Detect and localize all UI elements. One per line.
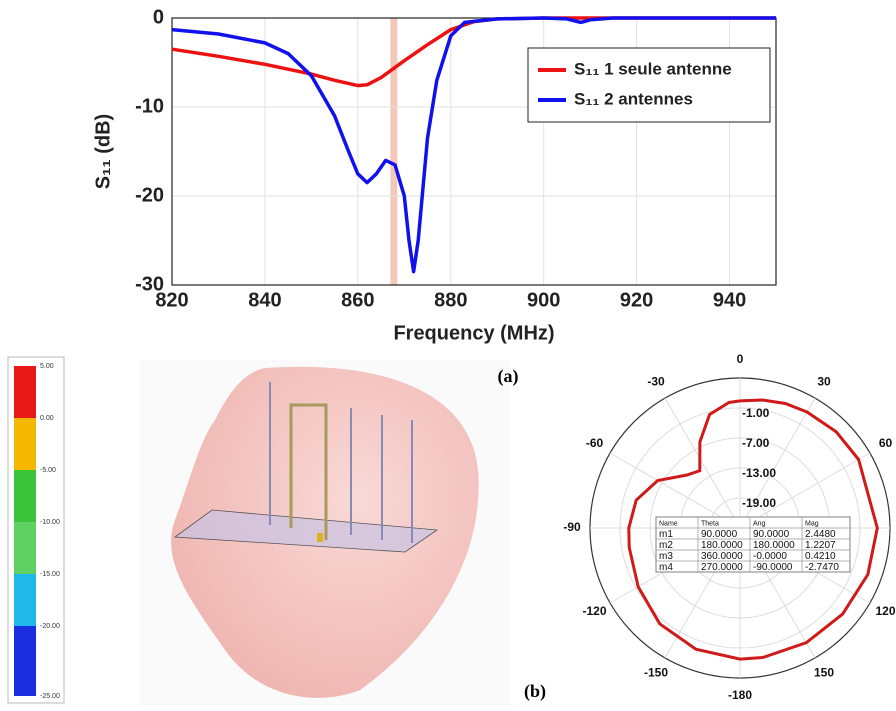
spoke [609, 452, 741, 529]
table-cell-text: m3 [659, 551, 673, 562]
y-tick-label: 0 [153, 6, 164, 28]
theta-tick-label: -150 [644, 666, 668, 680]
legend-box [527, 47, 771, 123]
y-tick-label: -30 [135, 273, 164, 295]
grid-circle [619, 407, 861, 649]
table-cell-text: -0.0000 [753, 551, 787, 562]
legend-label: S₁₁ 1 seule antenne [574, 59, 732, 78]
radiation-pattern-3d [140, 360, 510, 705]
colorbar-label: 5.00 [40, 363, 54, 370]
table-cell-text: m2 [659, 540, 673, 551]
spoke [664, 397, 741, 529]
table-cell-text: m4 [659, 562, 673, 573]
r-tick-label: -19.00 [742, 496, 776, 510]
table-header: Theta [701, 520, 719, 527]
x-axis-label: Frequency (MHz) [393, 322, 554, 344]
table-header: Mag [805, 520, 819, 527]
colorbar-label: 0.00 [40, 415, 54, 422]
x-tick-label: 880 [434, 289, 467, 311]
y-tick-label: -20 [135, 184, 164, 206]
table-cell-text: 360.0000 [701, 551, 743, 562]
table-cell-text: -90.0000 [753, 562, 793, 573]
colorbar-label: -5.00 [40, 467, 56, 474]
x-tick-label: 840 [248, 289, 281, 311]
r-tick-label: -7.00 [742, 436, 770, 450]
table-cell-text: 0.4210 [805, 551, 836, 562]
spoke [739, 397, 816, 529]
highlight-band [390, 18, 398, 285]
table-header: Name [659, 520, 678, 527]
theta-tick-label: 30 [817, 375, 831, 389]
r-tick-label: -13.00 [742, 466, 776, 480]
theta-tick-label: -180 [728, 688, 752, 702]
table-cell-text: -2.7470 [805, 562, 839, 573]
pattern-curve [627, 398, 879, 661]
x-tick-label: 940 [713, 289, 746, 311]
y-axis-label: S₁₁ (dB) [92, 114, 114, 189]
table-cell-text: 1.2207 [805, 540, 836, 551]
theta-tick-label: -120 [582, 604, 606, 618]
parasitic-elements [269, 382, 413, 543]
caption: (a) [498, 366, 519, 387]
colorbar-label: -20.00 [40, 623, 60, 630]
colorbar: 5.00 0.00 -5.00 -10.00 -15.00 -20.00 -25.00 [7, 356, 65, 704]
theta-tick-label: 120 [875, 604, 895, 618]
x-tick-label: 920 [620, 289, 653, 311]
theta-tick-label: -30 [647, 375, 665, 389]
legend-label: S₁₁ 2 antennes [574, 89, 693, 108]
theta-tick-label: 60 [879, 436, 893, 450]
polar-chart: 0306090120150-180-150-120-90-60-30-1.00-… [563, 352, 895, 702]
x-tick-label: 820 [155, 289, 188, 311]
marker-table-frame [655, 516, 851, 573]
y-tick-label: -10 [135, 95, 164, 117]
table-cell-text: 90.0000 [701, 529, 738, 540]
caption: (b) [524, 681, 546, 702]
table-cell-text: 180.0000 [753, 540, 795, 551]
theta-tick-label: -90 [563, 520, 581, 534]
table-cell [801, 560, 851, 573]
colorbar-label: -15.00 [40, 571, 60, 578]
table-header: Ang [753, 520, 766, 527]
colorbar-label: -10.00 [40, 519, 60, 526]
r-tick-label: -1.00 [742, 406, 770, 420]
feed [317, 533, 323, 542]
theta-tick-label: -60 [586, 436, 604, 450]
table-cell-text: m1 [659, 529, 673, 540]
colorbar-label: -25.00 [40, 693, 60, 700]
table-cell-text: 180.0000 [701, 540, 743, 551]
ground-plane [173, 509, 439, 553]
x-tick-label: 900 [527, 289, 560, 311]
x-tick-label: 860 [341, 289, 374, 311]
dipole [289, 403, 328, 540]
series-line [171, 16, 776, 274]
spoke [739, 452, 871, 529]
table-cell-text: 270.0000 [701, 562, 743, 573]
table-cell-text: 2.4480 [805, 529, 836, 540]
axes-frame [171, 17, 777, 286]
theta-tick-label: 0 [737, 352, 744, 366]
line-chart: 820 840 860 880 900 920 940 -30 -20 -10 0 Frequency… [92, 6, 777, 344]
theta-tick-label: 150 [814, 666, 834, 680]
table-cell-text: 90.0000 [753, 529, 790, 540]
